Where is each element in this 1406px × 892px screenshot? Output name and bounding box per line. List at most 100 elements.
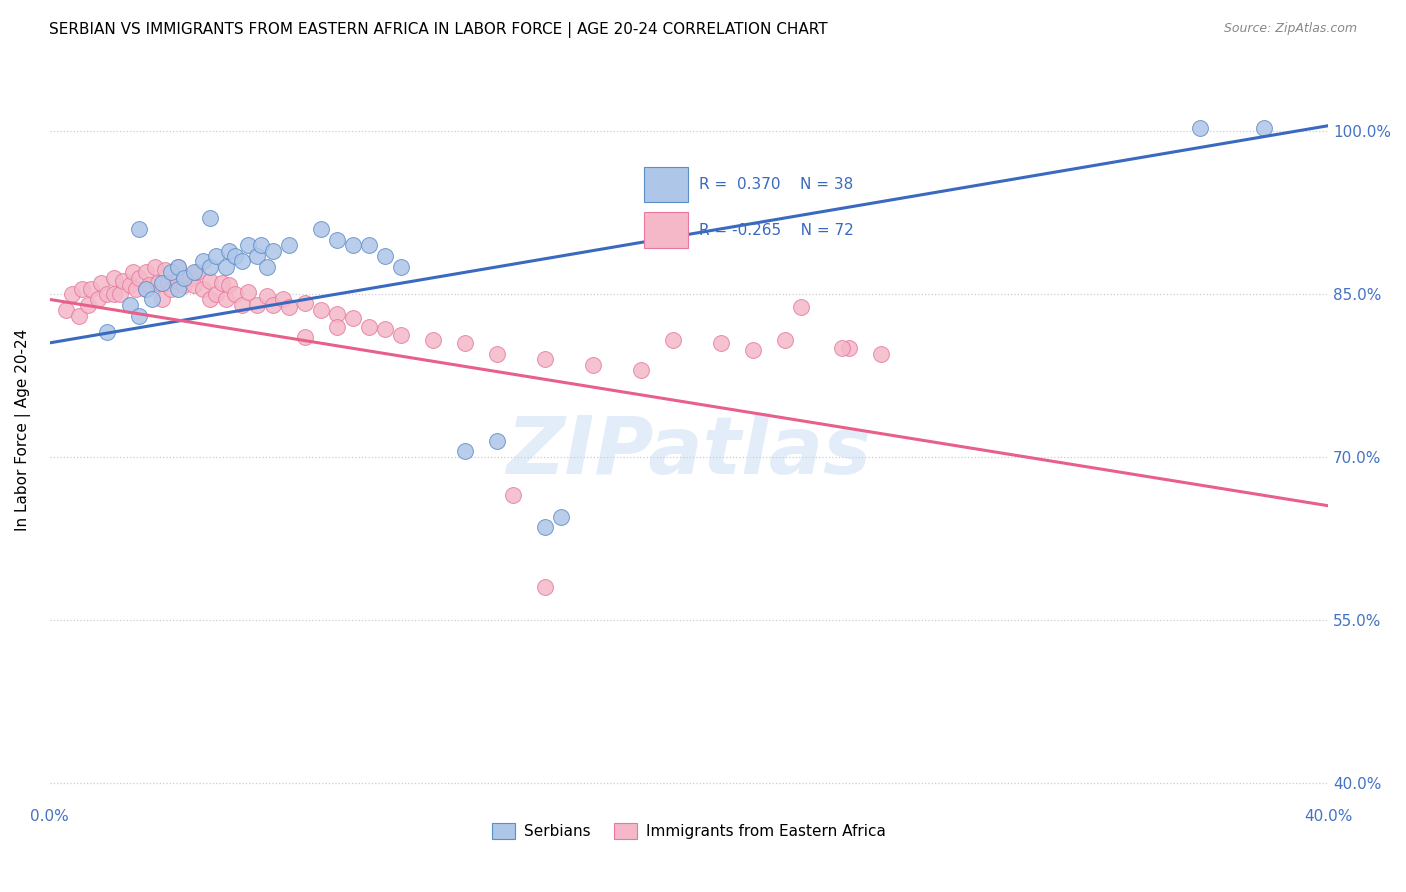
- Point: [173, 278, 195, 293]
- Point: [246, 249, 269, 263]
- Point: [96, 287, 118, 301]
- Point: [166, 260, 188, 274]
- Point: [205, 287, 228, 301]
- Point: [198, 211, 221, 225]
- Point: [389, 328, 412, 343]
- Point: [166, 260, 188, 274]
- Point: [128, 270, 150, 285]
- Point: [374, 249, 396, 263]
- Point: [143, 260, 166, 274]
- Point: [534, 520, 557, 534]
- Point: [326, 233, 349, 247]
- Point: [156, 276, 179, 290]
- Text: Source: ZipAtlas.com: Source: ZipAtlas.com: [1223, 22, 1357, 36]
- Point: [179, 270, 201, 285]
- Point: [486, 434, 509, 448]
- Point: [263, 244, 285, 258]
- Point: [218, 278, 240, 293]
- Bar: [644, 212, 688, 248]
- Text: ZIPatlas: ZIPatlas: [506, 413, 872, 491]
- Point: [838, 341, 860, 355]
- Y-axis label: In Labor Force | Age 20-24: In Labor Force | Age 20-24: [15, 328, 31, 531]
- Point: [183, 265, 205, 279]
- Point: [278, 300, 301, 314]
- Point: [108, 287, 131, 301]
- Point: [160, 282, 183, 296]
- Text: SERBIAN VS IMMIGRANTS FROM EASTERN AFRICA IN LABOR FORCE | AGE 20-24 CORRELATION: SERBIAN VS IMMIGRANTS FROM EASTERN AFRIC…: [49, 22, 828, 38]
- Point: [118, 278, 141, 293]
- Point: [249, 238, 271, 252]
- Point: [218, 244, 240, 258]
- Point: [191, 282, 214, 296]
- Point: [160, 265, 183, 279]
- Point: [224, 249, 246, 263]
- Point: [205, 249, 228, 263]
- Point: [173, 270, 195, 285]
- Point: [374, 322, 396, 336]
- Point: [502, 488, 524, 502]
- Point: [166, 282, 188, 296]
- Legend: Serbians, Immigrants from Eastern Africa: Serbians, Immigrants from Eastern Africa: [486, 817, 891, 846]
- Point: [67, 309, 90, 323]
- Point: [263, 298, 285, 312]
- Point: [271, 293, 294, 307]
- Point: [359, 319, 381, 334]
- Point: [148, 276, 170, 290]
- Point: [1253, 120, 1275, 135]
- Point: [198, 274, 221, 288]
- Point: [534, 352, 557, 367]
- Point: [86, 293, 108, 307]
- Point: [710, 335, 733, 350]
- Point: [236, 238, 259, 252]
- Point: [342, 238, 364, 252]
- Point: [55, 303, 77, 318]
- Point: [183, 278, 205, 293]
- Point: [790, 300, 813, 314]
- Point: [90, 276, 112, 290]
- Point: [60, 287, 83, 301]
- Point: [141, 293, 163, 307]
- Point: [454, 335, 477, 350]
- Point: [1189, 120, 1212, 135]
- Point: [869, 347, 891, 361]
- Text: R =  0.370    N = 38: R = 0.370 N = 38: [699, 177, 853, 192]
- Point: [135, 282, 157, 296]
- Point: [256, 260, 278, 274]
- Point: [96, 325, 118, 339]
- Point: [191, 254, 214, 268]
- Point: [534, 580, 557, 594]
- Point: [389, 260, 412, 274]
- Point: [112, 274, 135, 288]
- Point: [138, 278, 160, 293]
- Point: [135, 265, 157, 279]
- Point: [198, 293, 221, 307]
- Point: [359, 238, 381, 252]
- Point: [326, 319, 349, 334]
- Text: R = -0.265    N = 72: R = -0.265 N = 72: [699, 223, 853, 238]
- Point: [77, 298, 100, 312]
- Point: [486, 347, 509, 361]
- Point: [831, 341, 853, 355]
- Point: [153, 263, 176, 277]
- Point: [454, 444, 477, 458]
- Point: [662, 333, 685, 347]
- Point: [741, 343, 763, 358]
- Point: [224, 287, 246, 301]
- Point: [231, 298, 253, 312]
- Point: [118, 298, 141, 312]
- Bar: [644, 167, 688, 202]
- Point: [103, 287, 125, 301]
- Point: [294, 330, 316, 344]
- Point: [121, 265, 143, 279]
- Point: [278, 238, 301, 252]
- Point: [128, 222, 150, 236]
- Point: [150, 293, 173, 307]
- Point: [80, 282, 103, 296]
- Point: [70, 282, 93, 296]
- Point: [186, 265, 208, 279]
- Point: [211, 276, 233, 290]
- Point: [198, 260, 221, 274]
- Point: [311, 303, 333, 318]
- Point: [326, 307, 349, 321]
- Point: [294, 295, 316, 310]
